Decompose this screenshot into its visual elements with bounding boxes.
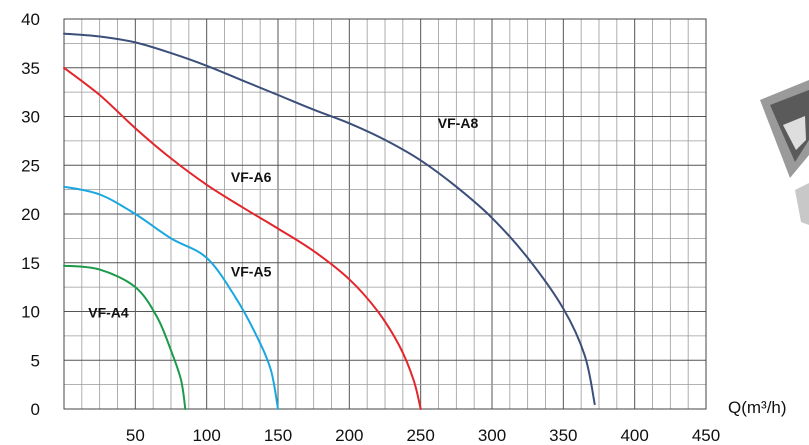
x-tick-label: 450 [692,426,720,445]
y-tick-label: 10 [21,303,40,322]
y-tick-label: 5 [31,351,40,370]
x-tick-label: 300 [478,426,506,445]
x-tick-label: 350 [549,426,577,445]
y-tick-label: 15 [21,254,40,273]
tick-labels: 0 5 10 15 20 25 30 35 40 50 100 150 200 250 300 350 400 4… [21,10,720,445]
series-line-vf-a6 [63,66,422,410]
pump-photo [760,80,809,225]
x-tick-label: 100 [192,426,220,445]
x-axis-label: Q(m³/h) [728,398,787,417]
x-tick-label: 150 [264,426,292,445]
series-label-vf-a5: VF-A5 [231,263,272,279]
y-tick-label: 20 [21,205,40,224]
series-label-vf-a4: VF-A4 [88,304,129,320]
y-tick-label: 35 [21,59,40,78]
y-tick-label: 30 [21,108,40,127]
series-labels: VF-A8 VF-A6 VF-A5 VF-A4 [88,115,478,320]
x-tick-label: 200 [335,426,363,445]
x-tick-label: 50 [126,426,145,445]
series-label-vf-a6: VF-A6 [231,169,272,185]
y-tick-label: 25 [21,156,40,175]
x-tick-label: 250 [406,426,434,445]
axes [63,18,707,410]
plot-frame [63,18,707,410]
grid [64,19,706,409]
series-label-vf-a8: VF-A8 [438,115,479,131]
series-line-vf-a8 [63,32,596,406]
y-tick-label: 40 [21,10,40,29]
series-lines [63,32,596,410]
y-tick-label: 0 [31,400,40,419]
series-line-vf-a4 [63,264,187,410]
series-line-vf-a5 [63,185,279,410]
x-tick-label: 400 [620,426,648,445]
